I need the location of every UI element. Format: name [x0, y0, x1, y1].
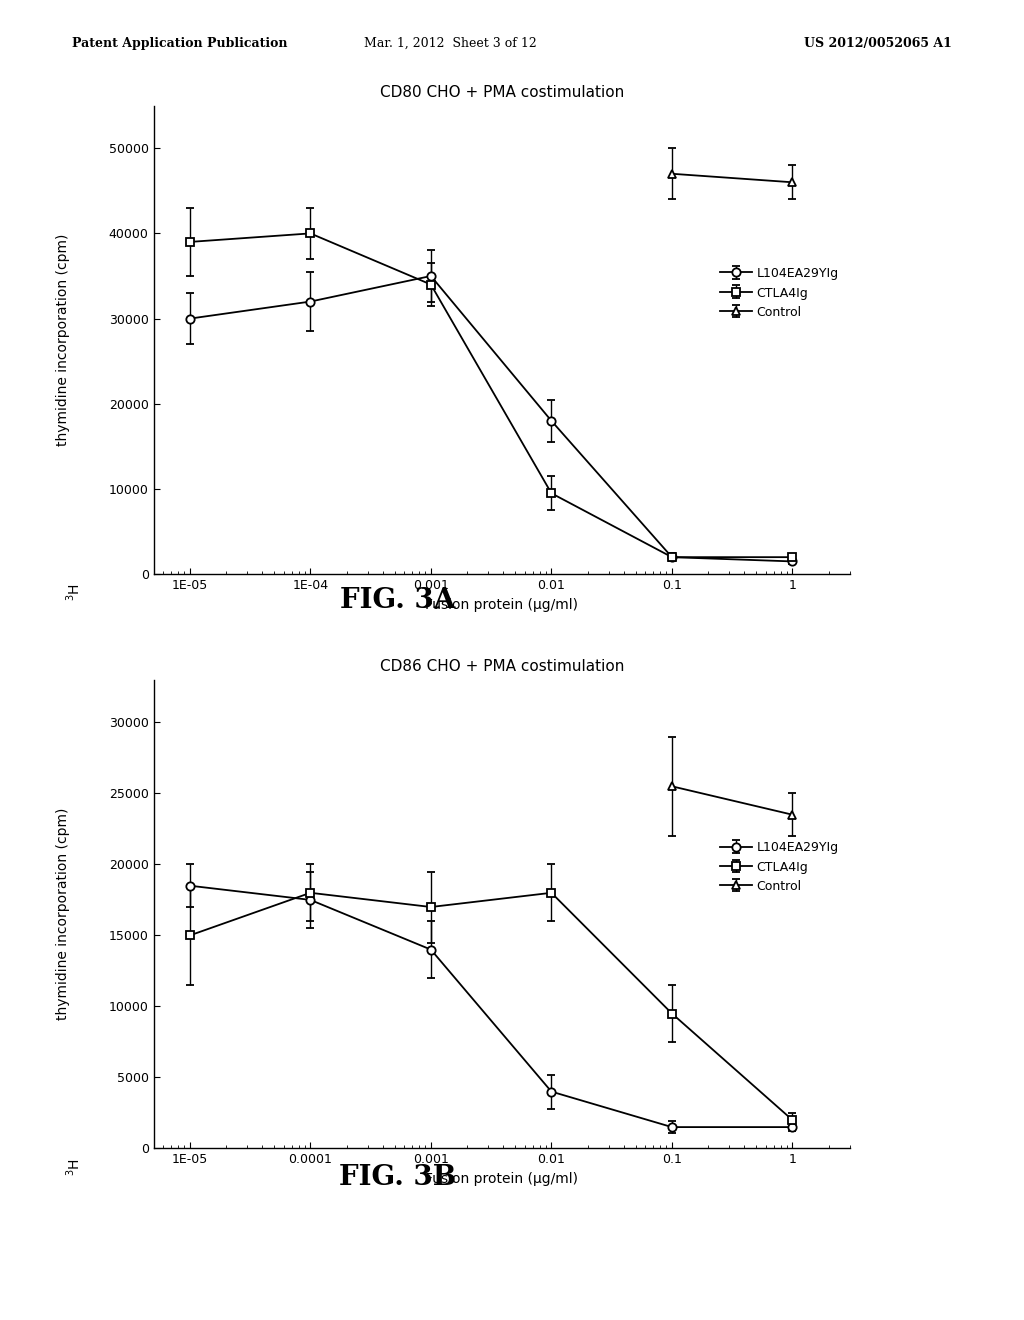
Text: Patent Application Publication: Patent Application Publication — [72, 37, 287, 50]
Legend: L104EA29YIg, CTLA4Ig, Control: L104EA29YIg, CTLA4Ig, Control — [716, 837, 844, 898]
X-axis label: Fusion protein (μg/ml): Fusion protein (μg/ml) — [425, 1172, 579, 1185]
Text: Mar. 1, 2012  Sheet 3 of 12: Mar. 1, 2012 Sheet 3 of 12 — [365, 37, 537, 50]
Title: CD80 CHO + PMA costimulation: CD80 CHO + PMA costimulation — [380, 86, 624, 100]
Y-axis label: thymidine incorporation (cpm): thymidine incorporation (cpm) — [56, 808, 70, 1020]
Text: FIG. 3B: FIG. 3B — [339, 1164, 456, 1191]
Text: $^3$H: $^3$H — [65, 1158, 83, 1176]
Title: CD86 CHO + PMA costimulation: CD86 CHO + PMA costimulation — [380, 660, 624, 675]
Text: US 2012/0052065 A1: US 2012/0052065 A1 — [805, 37, 952, 50]
Text: FIG. 3A: FIG. 3A — [340, 587, 455, 614]
X-axis label: Fusion protein (μg/ml): Fusion protein (μg/ml) — [425, 598, 579, 611]
Text: $^3$H: $^3$H — [65, 583, 83, 602]
Legend: L104EA29YIg, CTLA4Ig, Control: L104EA29YIg, CTLA4Ig, Control — [716, 263, 844, 323]
Y-axis label: thymidine incorporation (cpm): thymidine incorporation (cpm) — [56, 234, 70, 446]
